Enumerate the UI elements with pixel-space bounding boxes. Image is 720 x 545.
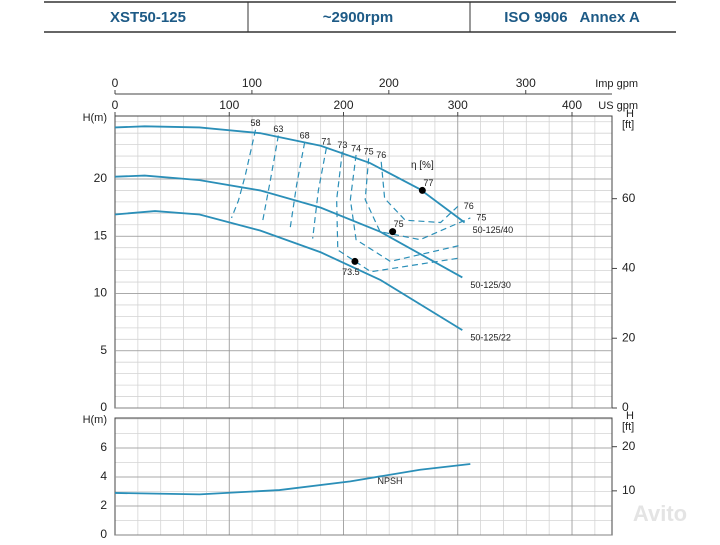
contour-label: 75	[364, 147, 374, 157]
x2-tick-label: 0	[112, 76, 119, 90]
efficiency-label: η [%]	[411, 160, 434, 171]
curve-label: 50-125/22	[470, 333, 511, 343]
contour-label: 68	[300, 131, 310, 141]
y-tick-label: 10	[94, 286, 108, 300]
y2-tick-label: 0	[622, 400, 629, 414]
watermark: Avito	[633, 501, 687, 526]
y-axis-label: H(m)	[83, 414, 107, 426]
contour-label: 58	[251, 118, 261, 128]
contour-label: 76	[464, 201, 474, 211]
point-label: 77	[423, 178, 433, 188]
plot-frame	[114, 417, 613, 536]
point-label: 73.5	[342, 267, 360, 277]
efficiency-contour	[349, 154, 461, 263]
contour-label: 63	[273, 124, 283, 134]
y2-tick-label: 20	[622, 330, 636, 344]
x-tick-label: 200	[333, 98, 353, 112]
y-tick-label: 6	[100, 440, 107, 454]
y2-tick-label: 20	[622, 439, 636, 453]
efficiency-point	[418, 186, 426, 194]
y2-axis-label: H	[626, 410, 634, 422]
efficiency-contour	[336, 151, 461, 273]
header-cell: XST50-125	[110, 9, 186, 26]
efficiency-contour	[289, 142, 306, 231]
x2-tick-label: 100	[242, 76, 262, 90]
y-tick-label: 5	[100, 343, 107, 357]
y-tick-label: 0	[100, 400, 107, 414]
curve	[114, 125, 466, 224]
efficiency-contour	[261, 135, 279, 223]
x-tick-label: 300	[448, 98, 468, 112]
y-tick-label: 0	[100, 527, 107, 540]
curve	[114, 174, 463, 279]
curve-label: 50-125/40	[473, 225, 514, 235]
header-cell: ~2900rpm	[323, 9, 393, 26]
contour-label: 73	[337, 140, 347, 150]
efficiency-point	[389, 228, 397, 236]
y-tick-label: 15	[94, 228, 108, 242]
x2-tick-label: 300	[516, 76, 536, 90]
curve	[114, 210, 463, 331]
x-tick-label: 400	[562, 98, 582, 112]
efficiency-contour	[230, 129, 257, 219]
y-axis-label: H(m)	[83, 112, 107, 124]
contour-label: 74	[351, 143, 361, 153]
x-tick-label: 0	[112, 98, 119, 112]
y2-tick-label: 60	[622, 191, 636, 205]
x-axis-label: US gpm	[598, 100, 638, 112]
x-tick-label: 100	[219, 98, 239, 112]
y-tick-label: 20	[94, 171, 108, 185]
x2-tick-label: 200	[379, 76, 399, 90]
y2-axis-label: [ft]	[622, 119, 634, 131]
efficiency-contour	[380, 161, 459, 224]
contour-label: 75	[476, 212, 486, 222]
y2-tick-label: 40	[622, 261, 636, 275]
y-tick-label: 4	[100, 469, 107, 483]
x2-axis-label: Imp gpm	[595, 78, 638, 90]
efficiency-contour	[312, 147, 327, 239]
y2-axis-label: [ft]	[622, 421, 634, 433]
y2-tick-label: 10	[622, 483, 636, 497]
curve-label: NPSH	[378, 476, 403, 486]
contour-label: 76	[376, 150, 386, 160]
curve	[114, 463, 471, 496]
curve-label: 50-125/30	[470, 280, 511, 290]
header-cell: ISO 9906 Annex A	[504, 9, 640, 26]
y-tick-label: 2	[100, 498, 107, 512]
efficiency-point	[351, 257, 359, 265]
efficiency-contour	[364, 158, 471, 241]
point-label: 75	[394, 219, 404, 229]
contour-label: 71	[321, 136, 331, 146]
y2-axis-label: H	[626, 108, 634, 120]
